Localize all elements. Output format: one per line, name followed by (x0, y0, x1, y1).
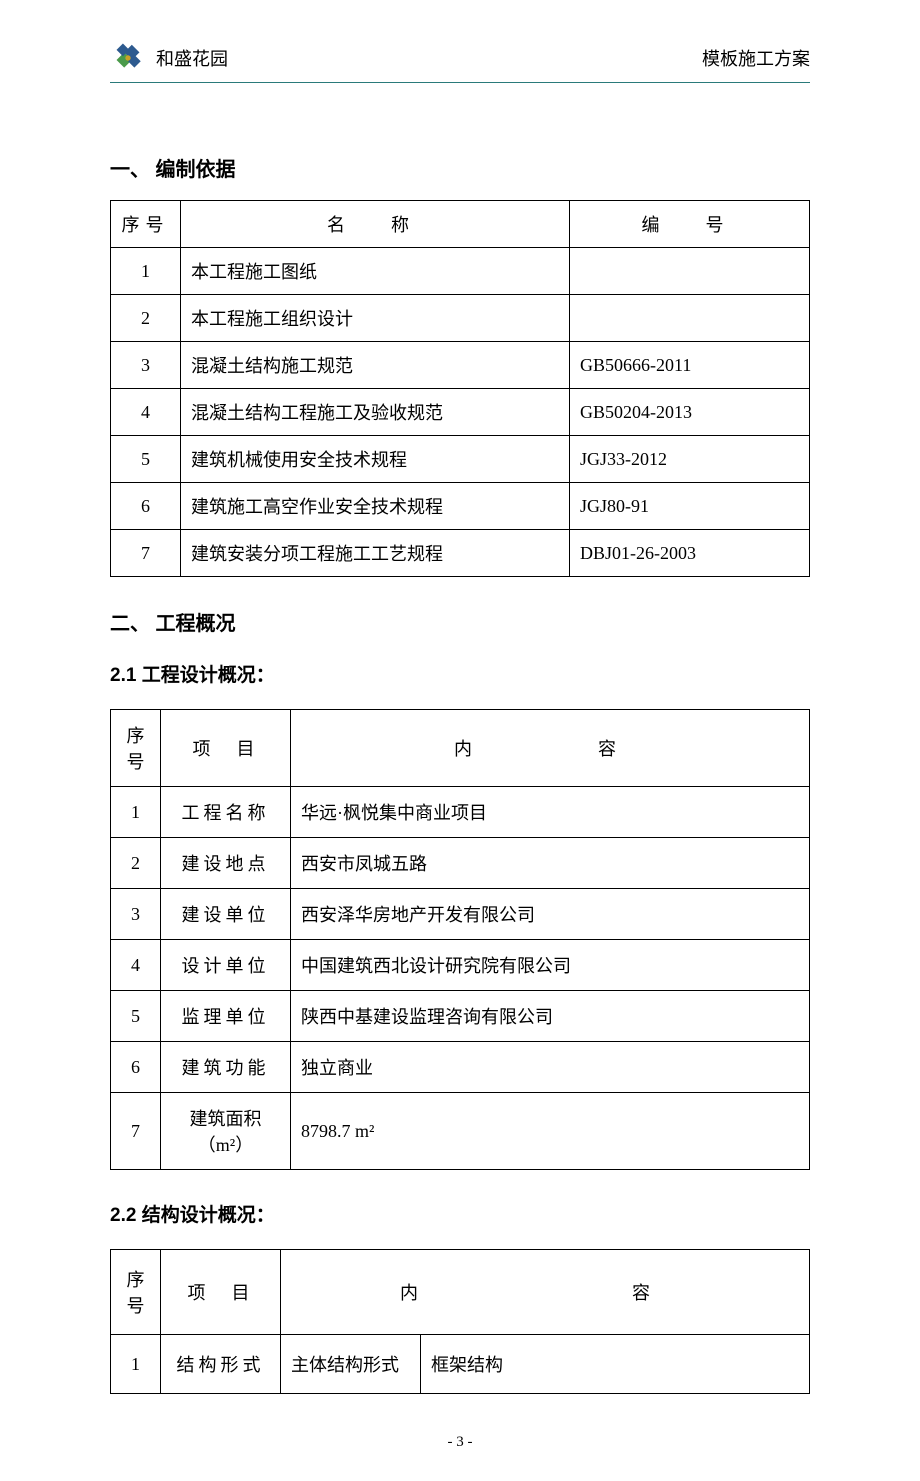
cell-seq: 1 (111, 787, 161, 838)
col-content-text: 内 容 (454, 739, 646, 759)
cell-content: 陕西中基建设监理咨询有限公司 (291, 991, 810, 1042)
cell-item: 工程名称 (161, 787, 291, 838)
cell-item: 建筑面积（m²） (161, 1093, 291, 1170)
table-row: 序号 项 目 内 容 (111, 1250, 810, 1335)
cell-name: 建筑安装分项工程施工工艺规程 (181, 530, 570, 577)
cell-seq: 7 (111, 1093, 161, 1170)
cell-seq: 1 (111, 1335, 161, 1394)
header-doc-title: 模板施工方案 (702, 45, 810, 71)
cell-seq: 3 (111, 342, 181, 389)
col-content-text: 内 容 (400, 1283, 690, 1303)
table-row: 1 结构形式 主体结构形式 框架结构 (111, 1335, 810, 1394)
cell-item: 设计单位 (161, 940, 291, 991)
cell-content: 独立商业 (291, 1042, 810, 1093)
section2-sub1-heading: 2.1 工程设计概况： (110, 660, 810, 687)
table-project-overview: 序号 项 目 内 容 1 工程名称 华远·枫悦集中商业项目 2 建设地点 西安市… (110, 709, 810, 1170)
table-row: 5 建筑机械使用安全技术规程 JGJ33-2012 (111, 436, 810, 483)
table-row: 3 建设单位 西安泽华房地产开发有限公司 (111, 889, 810, 940)
header-project-name: 和盛花园 (156, 45, 228, 71)
cell-seq: 3 (111, 889, 161, 940)
cell-content: 西安市凤城五路 (291, 838, 810, 889)
cell-code: DBJ01-26-2003 (570, 530, 810, 577)
cell-seq: 5 (111, 991, 161, 1042)
table-row: 6 建筑施工高空作业安全技术规程 JGJ80-91 (111, 483, 810, 530)
cell-name: 本工程施工组织设计 (181, 295, 570, 342)
cell-item: 建筑功能 (161, 1042, 291, 1093)
col-name-text: 名 称 (327, 215, 423, 235)
cell-code (570, 295, 810, 342)
cell-item: 建设地点 (161, 838, 291, 889)
cell-seq: 5 (111, 436, 181, 483)
cell-content: 8798.7 m² (291, 1093, 810, 1170)
table-row: 2 建设地点 西安市凤城五路 (111, 838, 810, 889)
col-code: 编 号 (570, 201, 810, 248)
table-row: 1 工程名称 华远·枫悦集中商业项目 (111, 787, 810, 838)
col-seq: 序号 (111, 710, 161, 787)
cell-code: GB50204-2013 (570, 389, 810, 436)
cell-seq: 1 (111, 248, 181, 295)
cell-seq: 6 (111, 1042, 161, 1093)
cell-name: 混凝土结构施工规范 (181, 342, 570, 389)
section2-heading: 二、 工程概况 (110, 607, 810, 636)
col-seq: 序号 (111, 201, 181, 248)
cell-code: GB50666-2011 (570, 342, 810, 389)
col-item: 项 目 (161, 710, 291, 787)
cell-seq: 7 (111, 530, 181, 577)
section1-heading: 一、 编制依据 (110, 153, 810, 182)
col-item: 项 目 (161, 1250, 281, 1335)
page: 和盛花园 模板施工方案 一、 编制依据 序号 名 称 编 号 1 本工程施工图纸… (0, 0, 920, 1481)
cell-seq: 4 (111, 940, 161, 991)
cell-code: JGJ33-2012 (570, 436, 810, 483)
table-row: 6 建筑功能 独立商业 (111, 1042, 810, 1093)
cell-seq: 2 (111, 295, 181, 342)
table-row: 序号 项 目 内 容 (111, 710, 810, 787)
col-seq: 序号 (111, 1250, 161, 1335)
cell-content: 中国建筑西北设计研究院有限公司 (291, 940, 810, 991)
cell-seq: 4 (111, 389, 181, 436)
col-content: 内 容 (291, 710, 810, 787)
cell-name: 本工程施工图纸 (181, 248, 570, 295)
cell-code (570, 248, 810, 295)
table-row: 序号 名 称 编 号 (111, 201, 810, 248)
page-header: 和盛花园 模板施工方案 (110, 40, 810, 83)
cell-seq: 2 (111, 838, 161, 889)
header-left: 和盛花园 (110, 40, 228, 76)
table-row: 2 本工程施工组织设计 (111, 295, 810, 342)
table-row: 4 混凝土结构工程施工及验收规范 GB50204-2013 (111, 389, 810, 436)
table-basis: 序号 名 称 编 号 1 本工程施工图纸 2 本工程施工组织设计 3 混凝土结构… (110, 200, 810, 577)
cell-content: 框架结构 (421, 1335, 810, 1394)
table-row: 1 本工程施工图纸 (111, 248, 810, 295)
cell-name: 混凝土结构工程施工及验收规范 (181, 389, 570, 436)
table-row: 7 建筑安装分项工程施工工艺规程 DBJ01-26-2003 (111, 530, 810, 577)
cell-name: 建筑施工高空作业安全技术规程 (181, 483, 570, 530)
cell-code: JGJ80-91 (570, 483, 810, 530)
table-row: 4 设计单位 中国建筑西北设计研究院有限公司 (111, 940, 810, 991)
col-code-text: 编 号 (642, 215, 738, 235)
col-content: 内 容 (281, 1250, 810, 1335)
cell-name: 建筑机械使用安全技术规程 (181, 436, 570, 483)
cell-item: 建设单位 (161, 889, 291, 940)
table-structure-overview: 序号 项 目 内 容 1 结构形式 主体结构形式 框架结构 (110, 1249, 810, 1394)
cell-content: 华远·枫悦集中商业项目 (291, 787, 810, 838)
cell-sub: 主体结构形式 (281, 1335, 421, 1394)
cell-content: 西安泽华房地产开发有限公司 (291, 889, 810, 940)
cell-item: 结构形式 (161, 1335, 281, 1394)
section2-sub2-heading: 2.2 结构设计概况： (110, 1200, 810, 1227)
table-row: 5 监理单位 陕西中基建设监理咨询有限公司 (111, 991, 810, 1042)
cell-item: 监理单位 (161, 991, 291, 1042)
logo-icon (110, 40, 146, 76)
table-row: 7 建筑面积（m²） 8798.7 m² (111, 1093, 810, 1170)
cell-seq: 6 (111, 483, 181, 530)
table-row: 3 混凝土结构施工规范 GB50666-2011 (111, 342, 810, 389)
col-name: 名 称 (181, 201, 570, 248)
page-number: - 3 - (110, 1434, 810, 1451)
